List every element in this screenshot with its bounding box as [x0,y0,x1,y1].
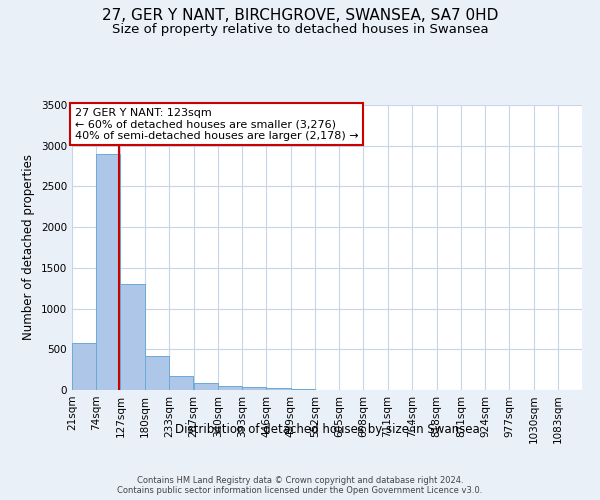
Bar [266,388,290,390]
Bar [194,383,218,390]
Text: Size of property relative to detached houses in Swansea: Size of property relative to detached ho… [112,22,488,36]
Text: 27, GER Y NANT, BIRCHGROVE, SWANSEA, SA7 0HD: 27, GER Y NANT, BIRCHGROVE, SWANSEA, SA7… [102,8,498,22]
Bar [145,356,169,390]
Bar [96,154,121,390]
Bar [218,386,242,390]
Bar [72,343,96,390]
Text: Contains HM Land Registry data © Crown copyright and database right 2024.
Contai: Contains HM Land Registry data © Crown c… [118,476,482,495]
Text: Distribution of detached houses by size in Swansea: Distribution of detached houses by size … [175,422,479,436]
Bar [290,389,315,390]
Bar [242,387,266,390]
Y-axis label: Number of detached properties: Number of detached properties [22,154,35,340]
Bar [169,376,193,390]
Bar [121,284,145,390]
Text: 27 GER Y NANT: 123sqm
← 60% of detached houses are smaller (3,276)
40% of semi-d: 27 GER Y NANT: 123sqm ← 60% of detached … [74,108,358,141]
